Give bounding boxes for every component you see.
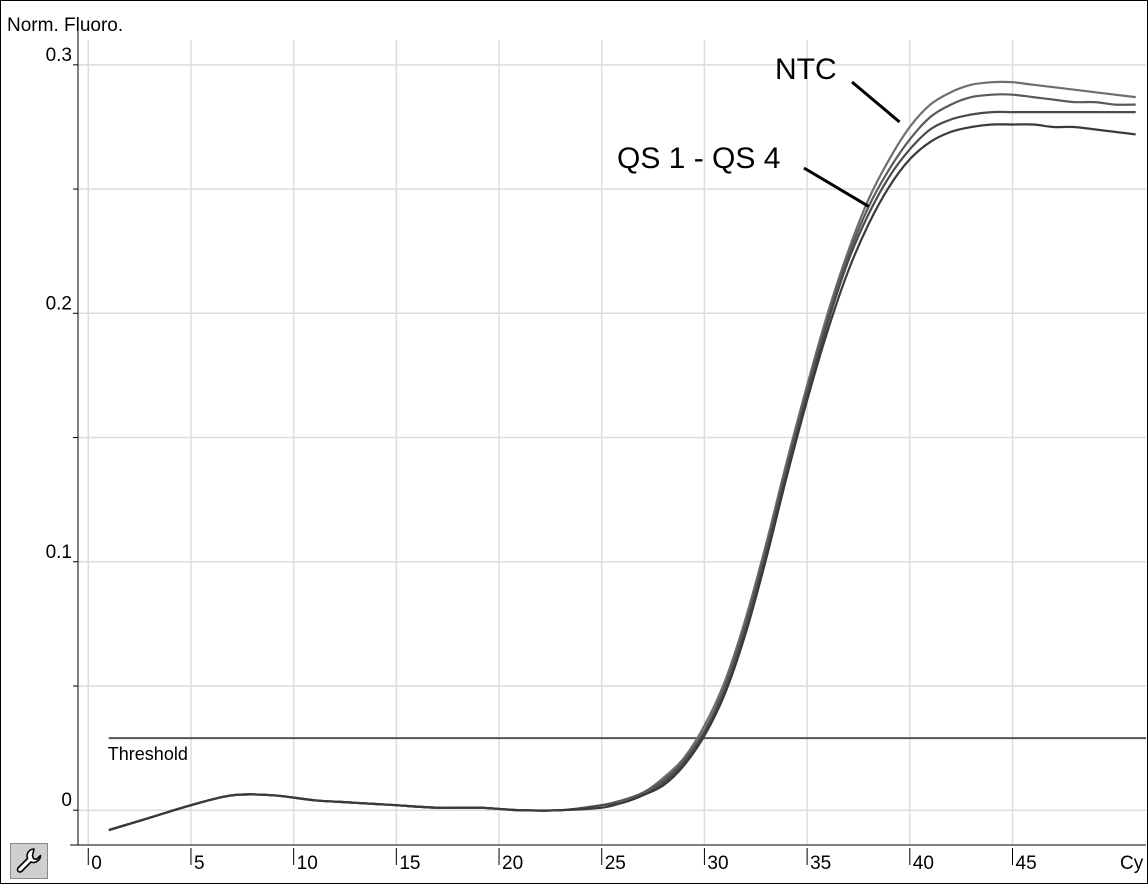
- x-tick-label: 0: [91, 853, 102, 874]
- y-tick-label: 0.3: [46, 45, 72, 66]
- y-axis-title: Norm. Fluoro.: [7, 15, 124, 36]
- ntc-leader-line: [851, 80, 901, 124]
- series-line: [108, 123, 1136, 832]
- x-tick-label: 25: [605, 853, 626, 874]
- threshold-label: Threshold: [108, 744, 188, 764]
- qs-leader-line: [803, 166, 870, 208]
- x-tick-label: 15: [399, 853, 420, 874]
- y-tick-label: 0: [61, 790, 72, 811]
- x-tick-label: 30: [707, 853, 728, 874]
- ntc-annotation-label: NTC: [775, 53, 837, 86]
- series-line: [108, 93, 1136, 832]
- x-tick-label: 45: [1016, 853, 1037, 874]
- wrench-icon: [16, 848, 42, 873]
- x-axis-end-label: Cy: [1120, 853, 1144, 874]
- y-tick-label: 0.1: [46, 542, 72, 563]
- x-tick-label: 35: [810, 853, 831, 874]
- settings-button[interactable]: [10, 843, 48, 879]
- x-tick-label: 5: [194, 853, 205, 874]
- x-tick-label: 40: [913, 853, 934, 874]
- qs-annotation-label: QS 1 - QS 4: [617, 142, 780, 175]
- x-tick-label: 10: [297, 853, 318, 874]
- x-tick-label: 20: [502, 853, 523, 874]
- y-tick-label: 0.2: [46, 293, 72, 314]
- series-line: [108, 80, 1136, 832]
- series-line: [108, 110, 1136, 832]
